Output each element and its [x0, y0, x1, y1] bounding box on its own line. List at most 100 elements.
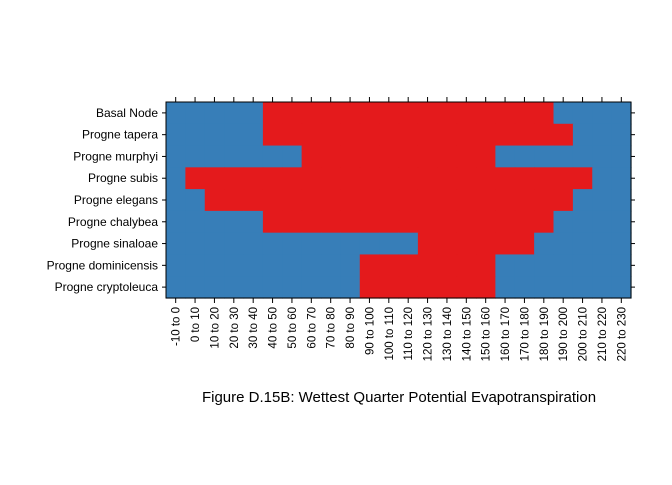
heatmap-cell — [495, 254, 516, 277]
heatmap-cell — [359, 167, 380, 190]
heatmap-cell — [321, 145, 341, 168]
heatmap-cell — [456, 167, 477, 190]
heatmap-cell — [456, 123, 477, 147]
heatmap-cell — [340, 145, 361, 168]
heatmap-cell — [321, 232, 341, 256]
heatmap-cell — [262, 145, 283, 168]
heatmap-cell — [534, 210, 555, 234]
heatmap-cell — [359, 189, 380, 212]
heatmap-cell — [224, 276, 245, 299]
heatmap-cell — [553, 123, 574, 147]
heatmap-cell — [379, 189, 400, 212]
heatmap-cell — [437, 254, 458, 277]
heatmap-cell — [476, 145, 496, 168]
heatmap-cell — [166, 276, 186, 299]
heatmap-cell — [592, 123, 613, 147]
heatmap-cell — [185, 210, 206, 234]
heatmap-cell — [437, 102, 458, 125]
heatmap-cell — [476, 189, 496, 212]
heatmap-cell — [321, 167, 341, 190]
column-label: 20 to 30 — [229, 307, 241, 349]
column-label: 160 to 170 — [500, 307, 512, 361]
heatmap-cell — [340, 276, 361, 299]
heatmap-cell — [437, 123, 458, 147]
heatmap-cell — [340, 189, 361, 212]
heatmap-cell — [534, 167, 555, 190]
heatmap-cell — [204, 167, 225, 190]
heatmap-cell — [166, 167, 186, 190]
column-label: 150 to 160 — [481, 307, 493, 361]
heatmap-cell — [437, 189, 458, 212]
heatmap-cell — [166, 123, 186, 147]
column-label: 170 to 180 — [519, 307, 531, 361]
heatmap-cell — [456, 276, 477, 299]
heatmap-cell — [476, 232, 496, 256]
heatmap-cell — [514, 145, 535, 168]
heatmap-cell — [592, 254, 613, 277]
row-label: Progne sinaloae — [71, 237, 158, 251]
heatmap-cell — [514, 232, 535, 256]
heatmap-cell — [224, 145, 245, 168]
heatmap-cell — [611, 102, 632, 125]
heatmap-cell — [611, 145, 632, 168]
column-label: 10 to 20 — [209, 307, 221, 349]
heatmap-cell — [514, 123, 535, 147]
heatmap-cell — [611, 167, 632, 190]
heatmap-cell — [282, 189, 303, 212]
heatmap-cell — [456, 102, 477, 125]
heatmap-cell — [572, 232, 593, 256]
heatmap-cell — [417, 123, 438, 147]
heatmap-cell — [204, 102, 225, 125]
heatmap-cell — [282, 145, 303, 168]
heatmap-cell — [553, 210, 574, 234]
heatmap-cell — [321, 123, 341, 147]
column-label: -10 to 0 — [171, 307, 183, 346]
heatmap-cell — [534, 145, 555, 168]
heatmap-cell — [437, 145, 458, 168]
heatmap-cell — [553, 232, 574, 256]
heatmap-cell — [417, 102, 438, 125]
heatmap-cell — [204, 189, 225, 212]
heatmap-cell — [398, 123, 419, 147]
heatmap-cell — [340, 102, 361, 125]
heatmap-cell — [204, 232, 225, 256]
row-label: Progne dominicensis — [47, 258, 158, 272]
heatmap-cell — [185, 102, 206, 125]
heatmap-cell — [282, 102, 303, 125]
heatmap-cell — [224, 254, 245, 277]
heatmap-cell — [476, 102, 496, 125]
heatmap-cell — [243, 254, 264, 277]
heatmap-cell — [417, 254, 438, 277]
heatmap-cell — [534, 189, 555, 212]
heatmap-cell — [592, 102, 613, 125]
heatmap-cell — [553, 254, 574, 277]
heatmap-cell — [185, 167, 206, 190]
heatmap-cell — [321, 102, 341, 125]
column-label: 60 to 70 — [306, 307, 318, 349]
heatmap-cell — [262, 210, 283, 234]
heatmap-cell — [204, 123, 225, 147]
heatmap-cell — [262, 123, 283, 147]
heatmap-cell — [359, 210, 380, 234]
heatmap-cell — [476, 254, 496, 277]
heatmap-cell — [456, 210, 477, 234]
heatmap-cell — [553, 145, 574, 168]
heatmap-cell — [417, 232, 438, 256]
heatmap-cell — [262, 102, 283, 125]
heatmap-cell — [321, 210, 341, 234]
heatmap-cell — [476, 167, 496, 190]
heatmap-cell — [398, 254, 419, 277]
heatmap-cell — [456, 189, 477, 212]
heatmap-cell — [514, 189, 535, 212]
heatmap-cell — [495, 276, 516, 299]
heatmap-cell — [495, 189, 516, 212]
heatmap-cell — [592, 167, 613, 190]
column-label: 70 to 80 — [326, 307, 338, 349]
heatmap-cell — [340, 232, 361, 256]
heatmap-cell — [437, 232, 458, 256]
heatmap-cell — [398, 102, 419, 125]
heatmap-cell — [301, 123, 322, 147]
heatmap-cell — [495, 167, 516, 190]
heatmap-cell — [534, 123, 555, 147]
column-label: 40 to 50 — [268, 307, 280, 349]
